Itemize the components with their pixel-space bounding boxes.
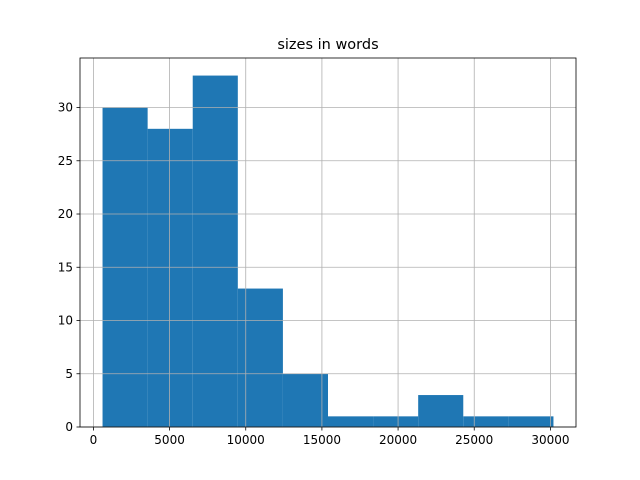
y-tick-label: 30 bbox=[58, 101, 73, 115]
bar bbox=[373, 416, 419, 427]
x-tick-label: 25000 bbox=[455, 433, 493, 447]
bar bbox=[328, 416, 374, 427]
y-tick-label: 20 bbox=[58, 207, 73, 221]
y-tick-label: 25 bbox=[58, 154, 73, 168]
bar bbox=[463, 416, 509, 427]
x-tick-label: 20000 bbox=[379, 433, 417, 447]
bar bbox=[192, 75, 238, 428]
bar bbox=[418, 395, 464, 427]
y-tick-label: 5 bbox=[65, 367, 73, 381]
x-tick-label: 15000 bbox=[303, 433, 341, 447]
x-tick-label: 0 bbox=[90, 433, 98, 447]
y-tick-label: 0 bbox=[65, 420, 73, 434]
x-tick-label: 10000 bbox=[227, 433, 265, 447]
bar bbox=[282, 373, 328, 427]
plot-frame bbox=[79, 57, 577, 428]
bar bbox=[147, 128, 193, 427]
y-tick-label: 15 bbox=[58, 260, 73, 274]
x-tick-label: 5000 bbox=[154, 433, 185, 447]
bar bbox=[508, 416, 554, 427]
bar bbox=[237, 288, 283, 427]
x-tick-label: 30000 bbox=[531, 433, 569, 447]
y-tick-label: 10 bbox=[58, 314, 73, 328]
chart-title: sizes in words bbox=[277, 37, 378, 53]
